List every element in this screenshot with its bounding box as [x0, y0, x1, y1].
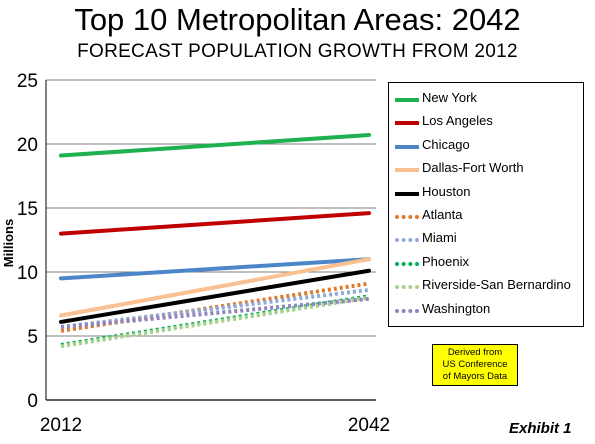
x-tick-label: 2042 [348, 415, 390, 436]
y-axis-label: Millions [1, 219, 16, 267]
legend-swatch [395, 285, 419, 290]
source-note-line: Derived from [447, 347, 503, 358]
legend-label: Los Angeles [422, 113, 493, 129]
legend-label: New York [422, 90, 477, 105]
x-axis: 2012 2042 [40, 415, 390, 436]
series-lines [59, 133, 371, 349]
chart-subtitle: FORECAST POPULATION GROWTH FROM 2012 [77, 41, 518, 62]
y-tick-label: 0 [27, 391, 38, 412]
y-tick-label: 20 [17, 135, 38, 156]
legend-item: Riverside-San Bernardino [395, 276, 581, 296]
series-line-chicago [59, 257, 371, 281]
series-line-los-angeles [59, 211, 371, 236]
legend-item: Atlanta [395, 206, 581, 226]
legend-swatch [395, 238, 419, 243]
x-tick-label: 2012 [40, 415, 82, 436]
gridlines [46, 79, 376, 401]
legend-swatch [395, 215, 419, 219]
legend-item: Miami [395, 229, 581, 249]
legend-item: New York [395, 89, 581, 109]
legend-item: Washington [395, 300, 581, 320]
legend-swatch [395, 191, 419, 196]
legend-label: Chicago [422, 136, 470, 152]
legend-label: Houston [422, 183, 471, 199]
legend-label: Miami [422, 230, 457, 246]
exhibit-label: Exhibit 1 [509, 420, 572, 437]
legend-label: Phoenix [422, 253, 469, 269]
source-note-line: of Mayors Data [442, 371, 508, 382]
legend-swatch [395, 168, 419, 173]
series-line-riverside-san-bernardino [60, 295, 370, 349]
legend-item: Houston [395, 183, 581, 203]
legend-label: Washington [422, 300, 491, 316]
series-line-dallas-fort-worth [59, 257, 371, 318]
legend-swatch [395, 121, 419, 126]
legend-item: Chicago [395, 136, 581, 156]
source-note-line: US Conference [442, 359, 508, 370]
series-line-houston [59, 268, 371, 324]
legend-item: Los Angeles [395, 112, 581, 132]
y-tick-label: 15 [17, 199, 38, 220]
y-tick-label: 5 [27, 327, 38, 348]
series-line-new-york [59, 133, 371, 158]
y-tick-label: 25 [17, 71, 38, 92]
legend-label: Riverside-San Bernardino [422, 277, 571, 293]
y-axis: 0 5 10 15 20 25 [17, 71, 47, 412]
y-tick-label: 10 [17, 263, 38, 284]
legend: New York Los Angeles Chicago Dallas-Fort Wo… [388, 82, 584, 327]
chart-title: Top 10 Metropolitan Areas: 2042 [74, 2, 521, 37]
legend-label: Atlanta [422, 207, 463, 222]
series-line-miami [60, 287, 370, 330]
legend-label: Dallas-Fort Worth [422, 160, 524, 176]
source-note: Derived from US Conference of Mayors Dat… [432, 344, 518, 386]
legend-swatch [395, 144, 419, 149]
legend-swatch [395, 98, 419, 102]
legend-item: Phoenix [395, 253, 581, 273]
legend-item: Dallas-Fort Worth [395, 159, 581, 179]
legend-swatch [395, 261, 419, 266]
series-line-atlanta [60, 281, 370, 333]
legend-swatch [395, 308, 419, 313]
